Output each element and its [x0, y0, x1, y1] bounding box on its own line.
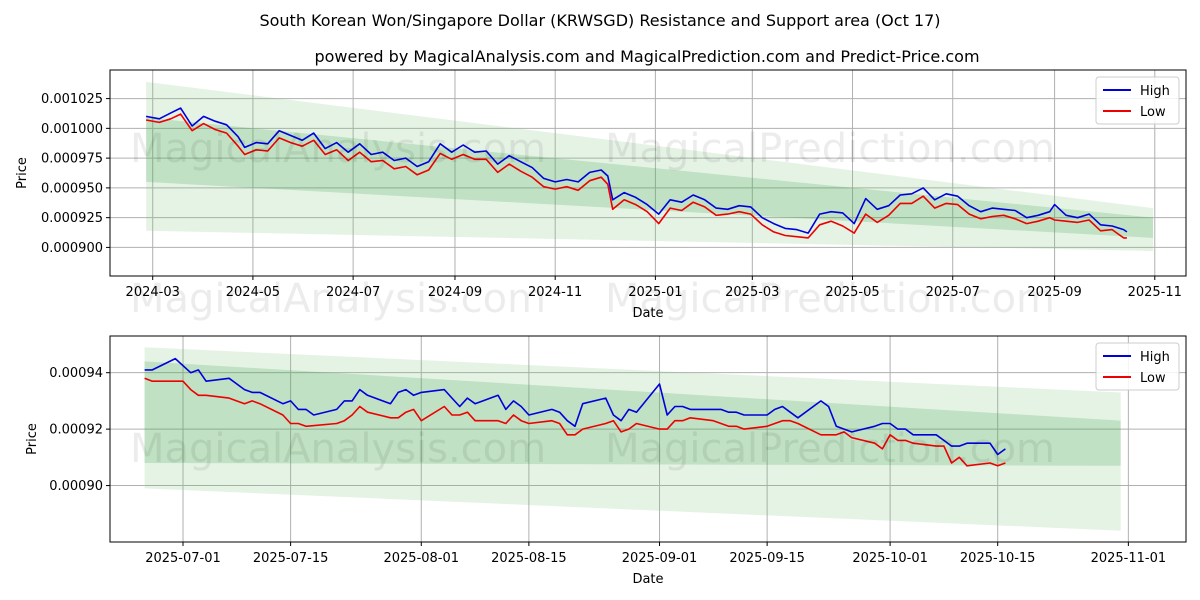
y-tick-label: 0.000975 — [41, 152, 103, 167]
x-tick-label: 2025-11-01 — [1091, 551, 1167, 566]
legend: High Low — [1095, 342, 1180, 391]
series-line-low — [145, 113, 1127, 239]
legend-label-low: Low — [1140, 371, 1166, 386]
watermark-left: MagicalAnalysis.com — [130, 126, 546, 172]
x-tick-label: 2024-03 — [126, 285, 180, 300]
y-tick-label: 0.00092 — [49, 423, 103, 438]
y-tick-label: 0.000900 — [41, 241, 103, 256]
series-line-high — [144, 357, 1006, 456]
x-tick-label: 2024-11 — [528, 285, 582, 300]
legend-box — [1095, 76, 1180, 125]
x-tick-label: 2025-09-15 — [729, 551, 805, 566]
x-axis-label: Date — [632, 306, 663, 321]
axes-frame — [109, 69, 1187, 277]
y-tick-label: 0.001000 — [41, 122, 103, 137]
axes-frame — [109, 335, 1187, 543]
x-tick-label: 2024-05 — [226, 285, 280, 300]
x-tick-label: 2025-09 — [1027, 285, 1081, 300]
x-tick-label: 2025-07 — [926, 285, 980, 300]
legend-box — [1095, 342, 1180, 391]
series-line-low — [144, 377, 1006, 467]
x-tick-label: 2024-09 — [428, 285, 482, 300]
x-tick-label: 2025-07-15 — [253, 551, 329, 566]
chart-title: South Korean Won/Singapore Dollar (KRWSG… — [259, 11, 940, 30]
band-outer — [144, 347, 1121, 531]
x-tick-label: 2025-11 — [1128, 285, 1182, 300]
y-tick-label: 0.00090 — [49, 479, 103, 494]
x-tick-label: 2025-07-01 — [145, 551, 221, 566]
y-axis-label: Price — [15, 157, 30, 189]
legend-label-high: High — [1140, 84, 1170, 99]
x-tick-label: 2025-03 — [725, 285, 779, 300]
watermark-right: MagicalPrediction.com — [605, 276, 1055, 322]
x-tick-label: 2025-10-15 — [960, 551, 1036, 566]
x-tick-label: 2025-09-01 — [622, 551, 698, 566]
x-tick-label: 2025-01 — [628, 285, 682, 300]
chart-panel-2: MagicalAnalysis.com MagicalPrediction.com… — [25, 335, 1187, 587]
watermark-left: MagicalAnalysis.com — [130, 276, 546, 322]
y-tick-label: 0.000950 — [41, 181, 103, 196]
y-axis-label: Price — [25, 423, 40, 455]
x-tick-label: 2025-08-15 — [491, 551, 567, 566]
chart-subtitle: powered by MagicalAnalysis.com and Magic… — [314, 47, 979, 66]
x-tick-label: 2025-05 — [825, 285, 879, 300]
y-tick-label: 0.00094 — [49, 366, 103, 381]
chart-panel-1: MagicalAnalysis.com MagicalPrediction.com… — [15, 69, 1187, 321]
watermark-right: MagicalPrediction.com — [605, 426, 1055, 472]
legend: High Low — [1095, 76, 1180, 125]
legend-label-high: High — [1140, 350, 1170, 365]
watermark-right: MagicalPrediction.com — [605, 126, 1055, 172]
band-outer — [146, 81, 1154, 251]
watermark-left: MagicalAnalysis.com — [130, 426, 546, 472]
band-inner — [144, 361, 1121, 466]
y-tick-label: 0.000925 — [41, 211, 103, 226]
x-tick-label: 2025-10-01 — [852, 551, 928, 566]
series-line-high — [145, 107, 1128, 234]
y-tick-label: 0.001025 — [41, 92, 103, 107]
legend-label-low: Low — [1140, 105, 1166, 120]
x-axis-label: Date — [632, 572, 663, 587]
x-tick-label: 2025-08-01 — [383, 551, 459, 566]
band-inner — [146, 117, 1154, 238]
x-tick-label: 2024-07 — [326, 285, 380, 300]
